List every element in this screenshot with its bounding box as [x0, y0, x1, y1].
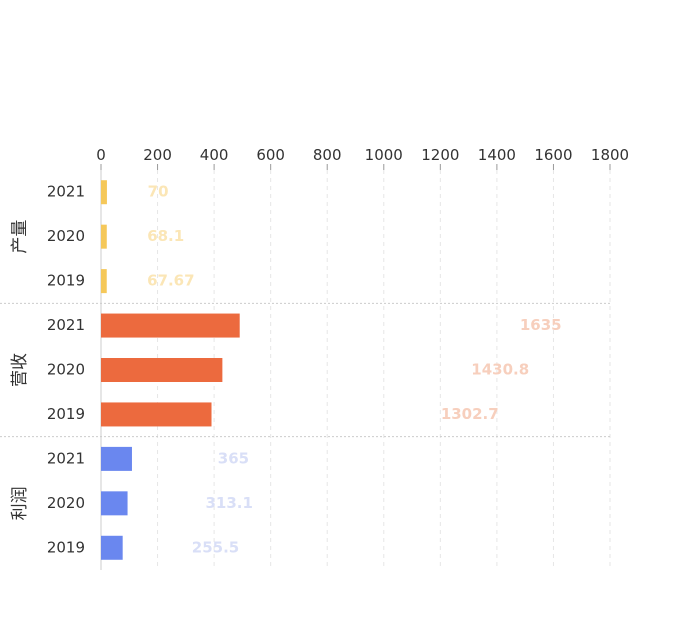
- category-label: 2021: [47, 183, 85, 201]
- bar: [101, 358, 223, 382]
- category-label: 2019: [47, 538, 85, 556]
- bar: [101, 269, 107, 294]
- category-label: 2019: [47, 405, 85, 423]
- category-label: 2020: [47, 227, 85, 245]
- x-tick-label: 1800: [591, 146, 629, 164]
- x-tick-label: 600: [256, 146, 285, 164]
- data-label: 365: [218, 449, 249, 467]
- bar: [101, 402, 212, 427]
- group-label: 产量: [10, 220, 30, 254]
- category-label: 2021: [47, 316, 85, 334]
- x-tick-label: 400: [200, 146, 229, 164]
- group-label: 营收: [10, 353, 30, 387]
- bars: [101, 180, 240, 560]
- data-label: 67.67: [147, 272, 194, 290]
- x-tick-label: 0: [96, 146, 106, 164]
- x-tick-label: 1600: [534, 146, 572, 164]
- category-label: 2020: [47, 494, 85, 512]
- bar: [101, 224, 107, 249]
- labels: 产量 2021 70 2020 68.1 2019 67.67 营收 2021 1635 2020 1…: [10, 183, 562, 557]
- axes: 0 200 400 600 800 1000 1200 1400 1600 1800: [0, 146, 629, 570]
- category-label: 2019: [47, 272, 85, 290]
- data-label: 1635: [520, 316, 562, 334]
- bar: [101, 180, 107, 205]
- data-label: 313.1: [205, 494, 252, 512]
- x-tick-label: 200: [143, 146, 172, 164]
- bar: [101, 446, 132, 471]
- data-label: 1430.8: [471, 361, 529, 379]
- x-tick-label: 1200: [421, 146, 459, 164]
- bar: [101, 491, 128, 516]
- data-label: 255.5: [192, 538, 239, 556]
- x-tick-label: 1400: [478, 146, 516, 164]
- bar: [101, 313, 240, 338]
- x-tick-label: 800: [313, 146, 342, 164]
- bar: [101, 535, 123, 560]
- data-label: 1302.7: [441, 405, 499, 423]
- x-tick-label: 1000: [365, 146, 403, 164]
- data-label: 70: [148, 183, 169, 201]
- category-label: 2020: [47, 361, 85, 379]
- category-label: 2021: [47, 449, 85, 467]
- group-label: 利润: [10, 486, 30, 520]
- data-label: 68.1: [147, 227, 184, 245]
